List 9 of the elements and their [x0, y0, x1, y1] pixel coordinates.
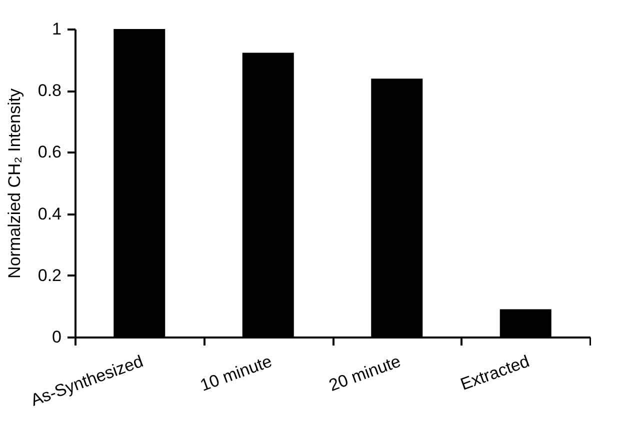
x-tick-label: 20 minute: [326, 352, 404, 396]
y-tick-label: 1: [52, 20, 62, 38]
x-tick-label: 10 minute: [198, 352, 274, 396]
y-tick-label: 0.2: [38, 266, 62, 285]
y-tick-label: 0.8: [38, 81, 62, 100]
y-tick-label: 0.4: [38, 204, 62, 224]
y-axis-title: Normalzied CH₂ Intensity: [4, 88, 24, 278]
y-tick-label: 0.6: [38, 142, 62, 162]
y-tick-label: 0: [52, 328, 62, 346]
